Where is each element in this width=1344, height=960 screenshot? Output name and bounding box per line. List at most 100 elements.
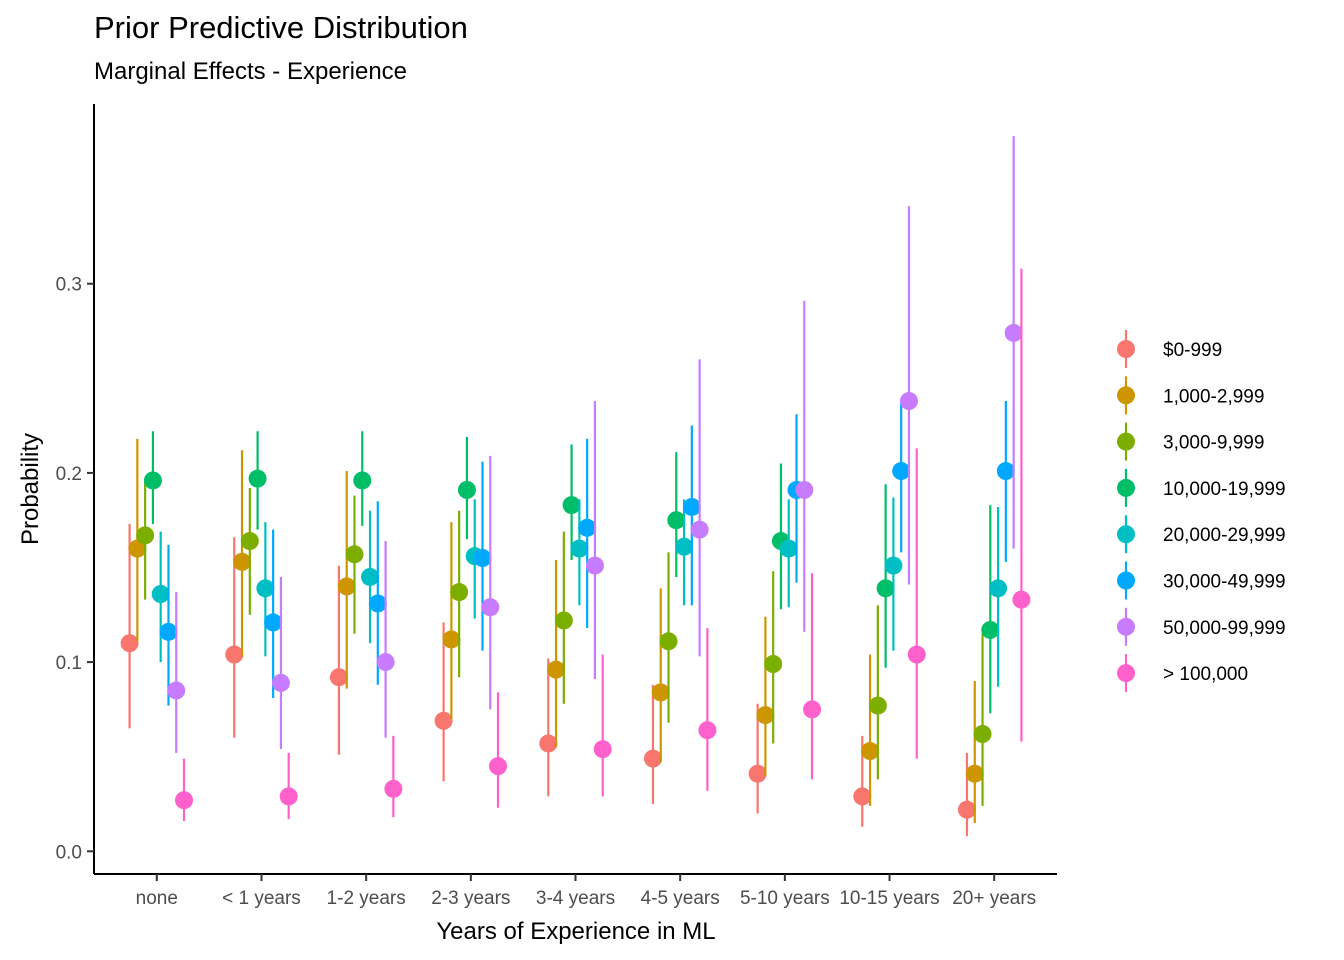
legend-label: 10,000-19,999 [1163,479,1286,500]
point-7-5 [585,556,604,575]
point-8-4 [489,757,508,776]
point-6-9 [996,462,1015,481]
point-6-4 [473,549,492,568]
point-7-9 [1004,323,1023,342]
point-8-7 [803,700,822,719]
legend-key-point [1117,571,1135,590]
legend-label: 3,000-9,999 [1163,433,1264,454]
point-5-7 [779,539,798,558]
point-7-1 [167,681,186,700]
point-2-6 [651,683,670,702]
legend-key-point [1117,432,1135,451]
point-5-1 [151,585,170,603]
point-8-1 [175,791,194,810]
point-5-9 [989,579,1008,598]
point-6-1 [159,622,178,641]
x-tick-label: 4-5 years [641,888,720,909]
series-2 [128,438,984,823]
x-tick-label: none [136,888,178,909]
point-7-7 [795,480,814,499]
point-1-3 [329,668,348,687]
series-4 [143,431,1000,714]
point-5-3 [361,567,380,586]
point-8-9 [1012,590,1031,609]
point-3-1 [136,526,155,545]
legend-key-point [1117,617,1135,636]
point-3-6 [659,632,678,651]
series-5 [151,497,1008,687]
y-tick-label: 0.0 [56,842,82,863]
x-tick-label: < 1 years [222,888,301,909]
point-3-8 [868,696,887,715]
point-5-2 [256,579,275,598]
legend-key-point [1117,478,1135,497]
point-1-9 [957,800,976,819]
x-tick-label: 3-4 years [536,888,615,909]
point-2-8 [861,742,880,761]
point-4-5 [562,496,581,515]
x-tick-label: 5-10 years [740,888,830,909]
point-2-5 [547,660,566,679]
point-4-1 [143,471,162,490]
point-7-8 [899,392,918,411]
legend-key-point [1117,340,1135,358]
point-6-5 [578,518,597,537]
point-5-8 [884,556,903,575]
legend-key-point [1117,386,1135,405]
legend-label: > 100,000 [1163,664,1248,685]
x-axis-title: Years of Experience in ML [436,918,715,945]
point-2-1 [128,539,147,558]
point-1-7 [748,764,767,783]
point-2-2 [233,552,252,571]
plot-marks [120,136,1031,837]
point-8-3 [384,779,403,798]
legend-label: 30,000-49,999 [1163,572,1286,593]
series-3 [136,480,992,806]
point-5-5 [570,539,589,558]
point-6-6 [682,497,701,516]
point-7-3 [376,653,395,672]
y-ticks: 0.0 0.1 0.2 0.3 [56,275,94,863]
point-1-2 [225,645,244,664]
point-2-7 [756,706,775,725]
series-8 [175,268,1031,822]
point-4-6 [667,511,686,530]
legend-key-point [1117,664,1135,683]
point-7-4 [481,598,500,617]
x-tick-label: 10-15 years [839,888,939,909]
point-6-8 [892,462,911,481]
point-3-2 [240,532,259,551]
chart-subtitle: Marginal Effects - Experience [94,58,408,85]
y-axis-title: Probability [17,433,44,545]
legend-key-point [1117,525,1135,544]
y-tick-label: 0.3 [56,275,82,296]
point-3-4 [450,583,469,602]
point-1-6 [643,749,662,768]
point-8-8 [907,645,926,664]
legend-label: 1,000-2,999 [1163,386,1264,407]
point-4-8 [876,579,895,598]
point-5-6 [675,537,694,556]
point-2-4 [442,630,461,649]
point-4-2 [248,469,267,488]
x-tick-label: 2-3 years [431,888,510,909]
y-tick-label: 0.2 [56,464,82,485]
point-7-6 [690,520,709,539]
series-7 [167,136,1023,753]
legend: $0-999 1,000-2,999 3,000-9,999 10,000-19,99… [1117,330,1286,693]
point-4-4 [457,480,476,499]
x-tick-label: 1-2 years [327,888,406,909]
point-4-9 [981,620,1000,639]
y-tick-label: 0.1 [56,653,82,674]
point-8-2 [279,787,298,806]
legend-label: 20,000-29,999 [1163,525,1286,546]
chart-title: Prior Predictive Distribution [94,10,468,45]
point-8-6 [698,721,717,740]
point-7-2 [271,673,290,692]
point-4-3 [353,471,372,490]
series-6 [159,401,1015,706]
point-3-3 [345,545,364,564]
axes [93,104,1057,875]
point-1-5 [539,734,558,753]
